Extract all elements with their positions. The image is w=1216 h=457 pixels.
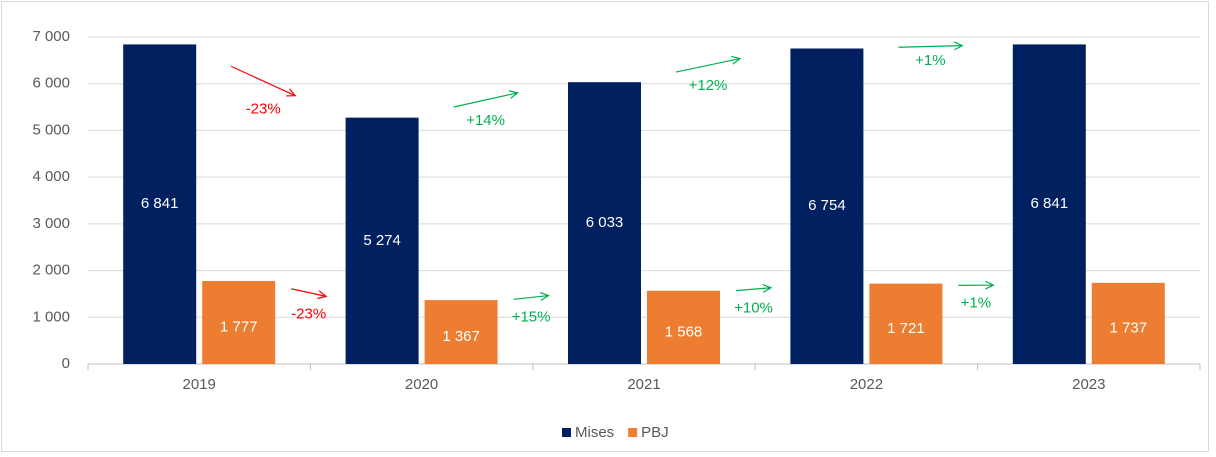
change-label: +1% (915, 52, 945, 69)
y-tick-label: 4 000 (32, 168, 70, 185)
y-tick-label: 3 000 (32, 215, 70, 232)
change-arrow (958, 280, 995, 290)
value-label: 6 033 (586, 214, 624, 231)
value-label: 6 841 (141, 195, 179, 212)
y-tick-label: 1 000 (32, 308, 70, 325)
value-label: 1 367 (442, 328, 480, 345)
x-tick-label: 2020 (405, 376, 438, 393)
bar (202, 280, 276, 364)
change-label: +12% (689, 77, 728, 94)
y-tick-label: 7 000 (32, 28, 70, 45)
value-label: 6 754 (808, 197, 846, 214)
change-label: +15% (512, 308, 551, 325)
bar (790, 48, 864, 365)
change-arrow (513, 291, 550, 301)
y-tick-label: 5 000 (32, 121, 70, 138)
bar (424, 300, 498, 364)
x-tick-label: 2022 (850, 376, 883, 393)
legend-swatch (562, 428, 571, 437)
value-label: 1 737 (1110, 319, 1148, 336)
change-label: -23% (291, 305, 326, 322)
bar (647, 290, 720, 364)
change-arrow (675, 55, 742, 73)
change-arrow (291, 288, 328, 300)
bar (1091, 282, 1165, 364)
change-arrow (453, 90, 519, 108)
bar (568, 82, 641, 364)
legend-label: Mises (575, 424, 614, 441)
change-arrow (898, 41, 964, 51)
y-tick-label: 6 000 (32, 75, 70, 92)
change-label: -23% (246, 101, 281, 118)
bar (345, 117, 419, 364)
change-arrow (735, 283, 773, 293)
value-label: 1 568 (665, 323, 703, 340)
change-label: +14% (466, 112, 505, 129)
x-tick-label: 2021 (627, 376, 660, 393)
y-tick-label: 0 (62, 355, 70, 372)
x-tick-label: 2019 (183, 376, 216, 393)
value-label: 1 777 (220, 318, 258, 335)
value-label: 6 841 (1031, 195, 1069, 212)
bar (1012, 44, 1086, 364)
bar (869, 283, 943, 364)
value-label: 5 274 (363, 232, 401, 249)
change-label: +10% (734, 300, 773, 317)
x-tick-label: 2023 (1072, 376, 1105, 393)
y-tick-label: 2 000 (32, 262, 70, 279)
change-label: +1% (961, 294, 991, 311)
bar (123, 44, 197, 364)
legend-swatch (628, 428, 638, 437)
value-label: 1 721 (887, 320, 925, 337)
legend-label: PBJ (641, 424, 669, 441)
change-arrow (230, 65, 297, 97)
